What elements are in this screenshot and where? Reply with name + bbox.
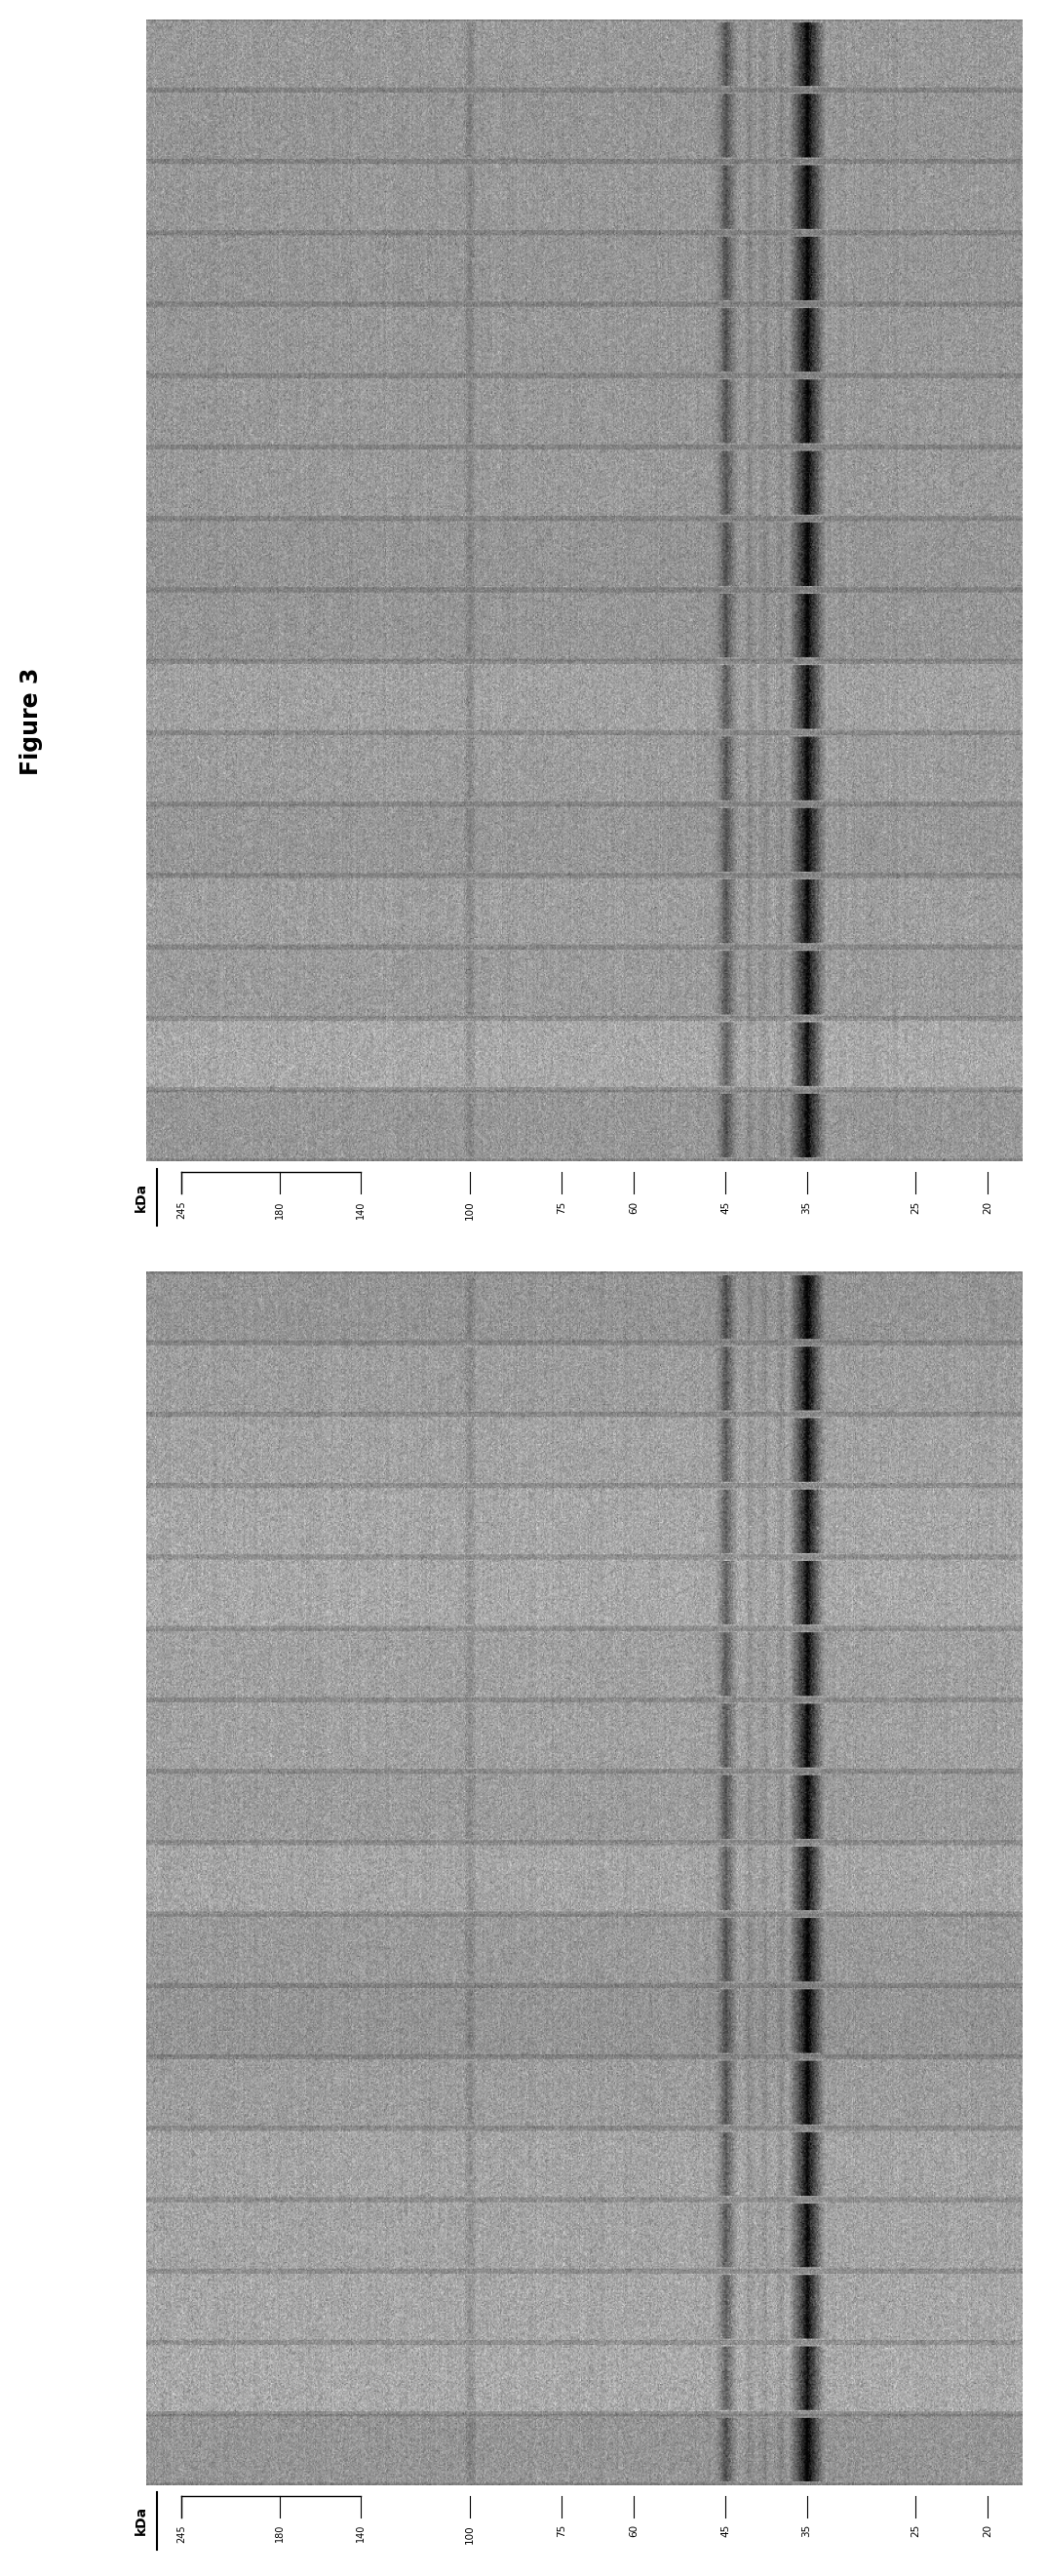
Text: MUT4: MUT4 bbox=[97, 1587, 136, 1600]
Text: MUT25: MUT25 bbox=[89, 621, 136, 634]
Text: 60: 60 bbox=[629, 2524, 639, 2537]
Text: 25: 25 bbox=[911, 2524, 920, 2537]
Text: 180: 180 bbox=[275, 1200, 285, 1218]
Text: MUT3: MUT3 bbox=[97, 1515, 136, 1528]
Text: MUT16: MUT16 bbox=[89, 2442, 136, 2455]
Text: MUT20: MUT20 bbox=[89, 263, 136, 276]
Text: MUT28: MUT28 bbox=[89, 835, 136, 848]
Text: kDa: kDa bbox=[135, 1182, 149, 1211]
Text: MUT1: MUT1 bbox=[97, 1373, 136, 1386]
Text: ∆ompA: ∆ompA bbox=[88, 1301, 136, 1314]
Text: MUT19: MUT19 bbox=[89, 191, 136, 204]
Text: MUT13: MUT13 bbox=[89, 2228, 136, 2241]
Text: MUT7: MUT7 bbox=[97, 1801, 136, 1814]
Text: MUT2: MUT2 bbox=[97, 1445, 136, 1455]
Text: Figure 3: Figure 3 bbox=[20, 667, 43, 775]
Text: MUT31: MUT31 bbox=[89, 1048, 136, 1061]
Text: 100: 100 bbox=[465, 2524, 474, 2543]
Text: 35: 35 bbox=[802, 1200, 811, 1213]
Text: MUT11: MUT11 bbox=[89, 2087, 136, 2099]
Text: 60: 60 bbox=[629, 1200, 639, 1213]
Text: MUT9: MUT9 bbox=[97, 1942, 136, 1955]
Text: 45: 45 bbox=[721, 1200, 731, 1213]
Text: 140: 140 bbox=[356, 1200, 365, 1218]
Text: MUT30: MUT30 bbox=[89, 976, 136, 989]
Text: 245: 245 bbox=[176, 2524, 186, 2543]
Text: MUT24: MUT24 bbox=[89, 549, 136, 562]
Text: MUT14: MUT14 bbox=[89, 2300, 136, 2313]
Text: 75: 75 bbox=[557, 1200, 566, 1213]
Text: 25: 25 bbox=[911, 1200, 920, 1213]
Text: MUT21: MUT21 bbox=[89, 335, 136, 348]
Text: 75: 75 bbox=[557, 2524, 566, 2537]
Text: MUT27: MUT27 bbox=[89, 762, 136, 775]
Text: kDa: kDa bbox=[135, 2506, 149, 2535]
Text: 100: 100 bbox=[465, 1200, 474, 1221]
Text: 140: 140 bbox=[356, 2524, 365, 2543]
Text: 245: 245 bbox=[176, 1200, 186, 1218]
Text: MUT10: MUT10 bbox=[89, 2014, 136, 2027]
Text: MUT5: MUT5 bbox=[97, 1659, 136, 1672]
Text: MUT32: MUT32 bbox=[89, 1121, 136, 1131]
Text: 35: 35 bbox=[802, 2524, 811, 2537]
Text: MUT6: MUT6 bbox=[97, 1728, 136, 1741]
Text: MUT15: MUT15 bbox=[89, 2372, 136, 2385]
Text: MUT17: MUT17 bbox=[89, 49, 136, 62]
Text: MUT29: MUT29 bbox=[89, 904, 136, 917]
Text: 20: 20 bbox=[983, 1200, 993, 1213]
Text: 180: 180 bbox=[275, 2524, 285, 2543]
Text: MUT23: MUT23 bbox=[89, 477, 136, 489]
Text: MUT18: MUT18 bbox=[89, 121, 136, 134]
Text: 20: 20 bbox=[983, 2524, 993, 2537]
Text: 45: 45 bbox=[721, 2524, 731, 2537]
Text: MUT12: MUT12 bbox=[89, 2159, 136, 2172]
Text: MUT22: MUT22 bbox=[89, 404, 136, 417]
Text: MUT26: MUT26 bbox=[89, 690, 136, 703]
Text: MUT8: MUT8 bbox=[97, 1873, 136, 1886]
